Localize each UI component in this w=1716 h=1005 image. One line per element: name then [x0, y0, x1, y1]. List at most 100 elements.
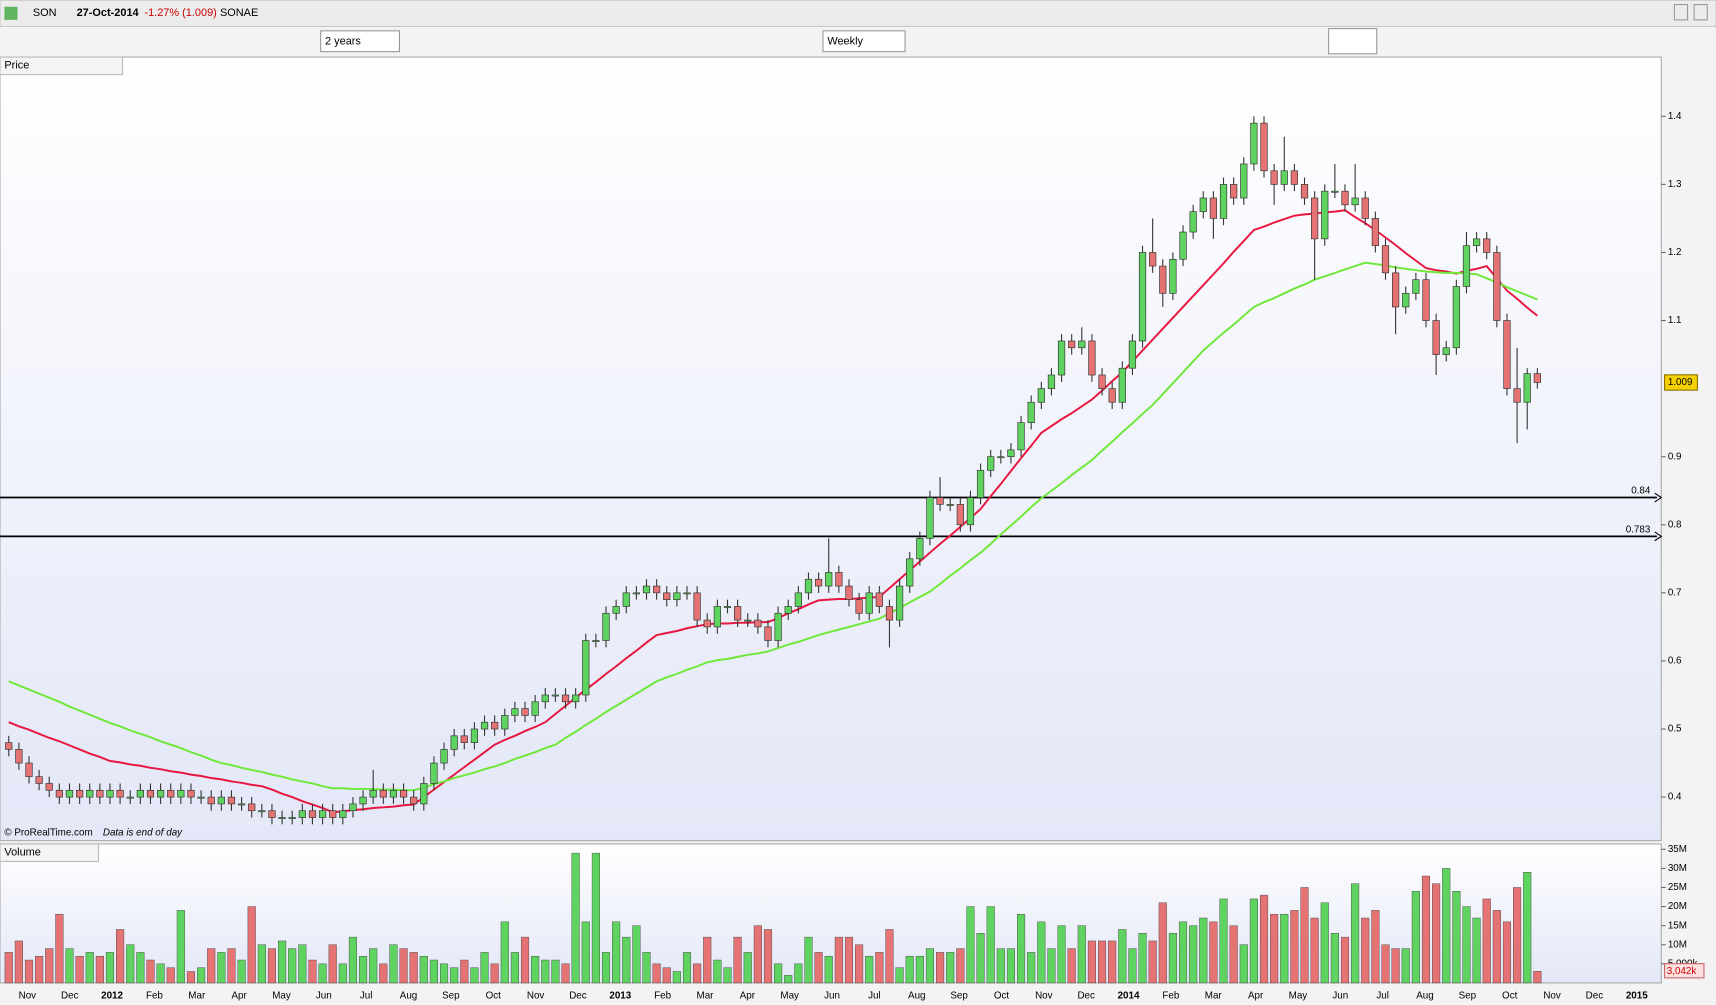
candle-body — [278, 817, 286, 819]
candle-body — [470, 728, 479, 743]
volume-bar — [1492, 910, 1501, 984]
volume-bar — [1310, 917, 1319, 984]
volume-bar — [1239, 944, 1248, 984]
candle-body — [258, 810, 266, 813]
volume-bar — [885, 929, 894, 984]
volume-bar — [318, 963, 327, 984]
candle-body — [784, 606, 792, 614]
x-tick-label: 2015 — [1626, 991, 1648, 1002]
x-tick-label: Jun — [824, 991, 840, 1002]
price-header — [0, 56, 124, 76]
volume-bar — [14, 940, 23, 984]
volume-bar — [1472, 917, 1481, 984]
candle-body — [1513, 388, 1521, 403]
volume-bar — [389, 944, 398, 984]
volume-title: Volume — [4, 847, 40, 859]
volume-bar — [1037, 921, 1046, 984]
candle-body — [1321, 190, 1329, 240]
volume-bar — [1077, 925, 1086, 984]
volume-bar — [409, 952, 418, 984]
volume-bar — [45, 948, 54, 984]
volume-bar — [217, 952, 226, 984]
candle-body — [885, 606, 894, 621]
price-panel — [0, 56, 1662, 842]
x-tick-label: Apr — [231, 991, 247, 1002]
volume-bar — [905, 955, 914, 984]
candle-body — [55, 789, 63, 798]
volume-bar — [652, 963, 661, 984]
volume-bar — [75, 955, 84, 984]
x-tick-label: Dec — [61, 991, 79, 1002]
volume-bar — [1138, 933, 1147, 984]
candle-body — [1351, 197, 1359, 206]
period-dropdown[interactable] — [320, 30, 400, 53]
candle-body — [946, 504, 954, 506]
volume-bar — [1199, 917, 1208, 984]
volume-bar — [1158, 902, 1167, 984]
volume-bar — [257, 944, 266, 984]
y-tick-label: 10M — [1668, 939, 1687, 950]
close-button[interactable] — [1693, 4, 1708, 21]
volume-bar — [237, 959, 246, 984]
candle-body — [1452, 286, 1460, 349]
candle-body — [1037, 388, 1045, 403]
candle-body — [754, 619, 762, 628]
candle-body — [642, 585, 651, 594]
candle-body — [440, 749, 448, 764]
candle-body — [1523, 373, 1531, 403]
volume-bar — [561, 963, 570, 984]
y-tick-label: 0.6 — [1668, 656, 1682, 667]
chart-type-button[interactable] — [1328, 28, 1378, 55]
volume-bar — [1168, 933, 1177, 984]
volume-bar — [166, 967, 175, 984]
candle-body — [106, 789, 114, 798]
candle-body — [1361, 197, 1369, 219]
volume-bar — [429, 959, 438, 984]
candle-body — [65, 789, 74, 798]
volume-bar — [1482, 898, 1491, 984]
volume-bar — [1513, 887, 1522, 984]
volume-bar — [612, 921, 621, 984]
minimize-button[interactable] — [1673, 4, 1689, 21]
volume-bar — [551, 959, 560, 984]
y-tick-label: 35M — [1668, 844, 1687, 855]
interval-dropdown[interactable] — [822, 30, 906, 53]
volume-bar — [875, 952, 884, 984]
candle-body — [602, 612, 610, 641]
volume-bar — [55, 913, 64, 984]
candle-body — [460, 735, 468, 743]
x-tick-label: May — [780, 991, 799, 1002]
candle-body — [268, 810, 276, 818]
x-tick-label: 2013 — [609, 991, 631, 1002]
volume-bar — [1452, 891, 1461, 984]
candle-body — [1088, 340, 1096, 376]
candle-body — [1128, 340, 1137, 369]
y-tick-label: 1.1 — [1668, 315, 1682, 326]
volume-bar — [1067, 948, 1076, 984]
candle-body — [1533, 373, 1541, 383]
candle-body — [561, 694, 570, 703]
candle-body — [916, 538, 924, 560]
candle-body — [1219, 184, 1228, 219]
candle-body — [1149, 252, 1157, 267]
volume-bar — [288, 948, 297, 984]
candle-body — [1381, 245, 1390, 274]
volume-bar — [207, 948, 216, 984]
candle-body — [410, 796, 418, 805]
volume-bar — [753, 925, 762, 984]
candle-body — [1331, 190, 1339, 193]
x-tick-label: Aug — [400, 991, 418, 1002]
candle-body — [1412, 279, 1420, 294]
candle-body — [379, 789, 387, 798]
x-tick-label: Nov — [19, 991, 37, 1002]
candle-body — [1007, 449, 1015, 458]
candle-body — [1138, 252, 1147, 342]
volume-bar — [541, 959, 550, 984]
volume-bar — [774, 963, 783, 984]
last-price-label: 1.009 — [1668, 377, 1693, 388]
candle-body — [835, 572, 843, 587]
x-tick-label: Dec — [1077, 991, 1095, 1002]
candle-body — [1290, 170, 1298, 185]
volume-bar — [956, 948, 965, 984]
